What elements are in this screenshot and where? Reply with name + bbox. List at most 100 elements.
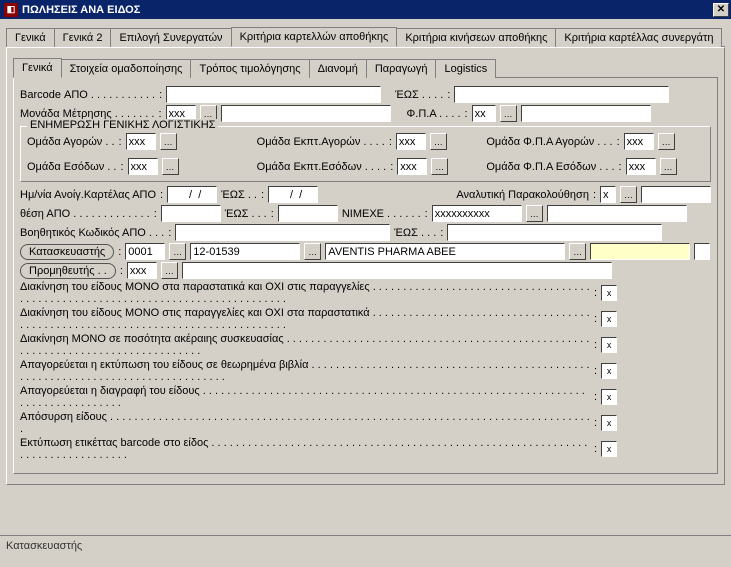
flag-value[interactable]: x <box>601 415 617 431</box>
discbuy-label: Ομάδα Εκπτ.Αγορών . . . . <box>257 136 385 148</box>
sub-tab[interactable]: Διανομή <box>309 59 367 78</box>
vatbuy-label: Ομάδα Φ.Π.Α Αγορών . . . <box>486 136 612 148</box>
statusbar: Κατασκευαστής <box>0 535 731 567</box>
colon: : <box>159 89 162 101</box>
analytic-label: Αναλυτική Παρακολούθηση <box>456 189 589 201</box>
flag-value[interactable]: x <box>601 363 617 379</box>
vat-label: Φ.Π.Α . . . . <box>407 108 461 120</box>
status-text: Κατασκευαστής <box>6 540 82 552</box>
flag-row: Διακίνηση του είδους ΜΟΝΟ στα παραστατικ… <box>20 281 711 305</box>
flag-label: Απαγορεύεται η εκτύπωση του είδους σε θε… <box>20 359 590 383</box>
flag-value[interactable]: x <box>601 441 617 457</box>
aux-to-input[interactable] <box>447 224 662 241</box>
vatsell-lookup[interactable]: … <box>660 158 677 175</box>
manuf-code2-lookup[interactable]: … <box>304 243 321 260</box>
gl-legend: ΕΝΗΜΕΡΩΣΗ ΓΕΝΙΚΗΣ ΛΟΓΙΣΤΙΚΗΣ <box>27 119 218 131</box>
gl-groupbox: ΕΝΗΜΕΡΩΣΗ ΓΕΝΙΚΗΣ ΛΟΓΙΣΤΙΚΗΣ Ομάδα Αγορώ… <box>20 126 711 182</box>
flag-row: Απόσυρση είδους . . . . . . . . . . . . … <box>20 411 711 435</box>
manuf-code2[interactable] <box>190 243 300 260</box>
manuf-flag <box>694 243 710 260</box>
sellgroup-lookup[interactable]: … <box>162 158 179 175</box>
flag-label: Απαγορεύεται η διαγραφή του είδους . . .… <box>20 385 590 409</box>
vatbuy-lookup[interactable]: … <box>658 133 675 150</box>
titlebar: ◧ ΠΩΛΗΣΕΙΣ ΑΝΑ ΕΙΔΟΣ ✕ <box>0 0 731 19</box>
supplier-lookup[interactable]: … <box>161 262 178 279</box>
flag-label: Διακίνηση του είδους ΜΟΝΟ στα παραστατικ… <box>20 281 590 305</box>
analytic-desc <box>641 186 711 203</box>
discbuy-input[interactable] <box>396 133 426 150</box>
flag-row: Απαγορεύεται η διαγραφή του είδους . . .… <box>20 385 711 409</box>
vatsell-label: Ομάδα Φ.Π.Α Εσόδων . . . <box>486 161 614 173</box>
sub-tab[interactable]: Logistics <box>435 59 496 78</box>
main-tab[interactable]: Κριτήρια καρτέλλας συνεργάτη <box>555 28 722 47</box>
manuf-name-lookup[interactable]: … <box>569 243 586 260</box>
vat-input[interactable] <box>472 105 496 122</box>
nimexe-label: NIMEXE . . . . . . <box>342 208 421 220</box>
buygroup-input[interactable] <box>126 133 156 150</box>
flag-value[interactable]: x <box>601 285 617 301</box>
sub-tab[interactable]: Στοιχεία ομαδοποίησης <box>61 59 192 78</box>
main-tab[interactable]: Κριτήρια κινήσεων αποθήκης <box>396 28 556 47</box>
unit-label: Μονάδα Μέτρησης . . . . . . . <box>20 108 154 120</box>
sellgroup-input[interactable] <box>128 158 158 175</box>
open-from-input[interactable] <box>167 186 217 203</box>
sub-tabpanel: Barcode ΑΠΟ . . . . . . . . . . . : ΈΩΣ … <box>13 78 718 474</box>
discbuy-lookup[interactable]: … <box>430 133 447 150</box>
flag-label: Απόσυρση είδους . . . . . . . . . . . . … <box>20 411 590 435</box>
buygroup-lookup[interactable]: … <box>160 133 177 150</box>
unit-desc <box>221 105 391 122</box>
pos-from-input[interactable] <box>161 205 221 222</box>
main-tab[interactable]: Γενικά <box>6 28 55 47</box>
vatsell-input[interactable] <box>626 158 656 175</box>
sub-tab[interactable]: Γενικά <box>13 58 62 78</box>
barcode-from-input[interactable] <box>166 86 381 103</box>
supplier-desc <box>182 262 612 279</box>
flag-row: Διακίνηση του είδους ΜΟΝΟ στις παραγγελί… <box>20 307 711 331</box>
analytic-lookup[interactable]: … <box>620 186 637 203</box>
app-icon: ◧ <box>4 3 18 17</box>
flag-row: Διακίνηση ΜΟΝΟ σε ποσότητα ακέραιης συσκ… <box>20 333 711 357</box>
flag-row: Απαγορεύεται η εκτύπωση του είδους σε θε… <box>20 359 711 383</box>
manufacturer-button[interactable]: Κατασκευαστής <box>20 244 114 260</box>
aux-from-input[interactable] <box>175 224 390 241</box>
manuf-code1[interactable] <box>125 243 165 260</box>
flag-value[interactable]: x <box>601 389 617 405</box>
nimexe-lookup[interactable]: … <box>526 205 543 222</box>
sub-tab[interactable]: Τρόπος τιμολόγησης <box>190 59 309 78</box>
close-button[interactable]: ✕ <box>713 3 729 17</box>
sub-tab[interactable]: Παραγωγή <box>366 59 437 78</box>
discsell-lookup[interactable]: … <box>431 158 448 175</box>
manuf-name[interactable] <box>325 243 565 260</box>
main-tab[interactable]: Κριτήρια καρτελλών αποθήκης <box>231 27 398 47</box>
flag-label: Εκτύπωση ετικέττας barcode στο είδος . .… <box>20 437 590 461</box>
open-from-label: Ημ/νία Ανοίγ.Καρτέλας ΑΠΟ <box>20 189 156 201</box>
vat-lookup-button[interactable]: … <box>500 105 517 122</box>
sub-tabstrip: ΓενικάΣτοιχεία ομαδοποίησηςΤρόπος τιμολό… <box>13 56 718 78</box>
buygroup-label: Ομάδα Αγορών . . <box>27 136 115 148</box>
vatbuy-input[interactable] <box>624 133 654 150</box>
flag-value[interactable]: x <box>601 337 617 353</box>
supplier-button[interactable]: Προμηθευτής . . <box>20 263 116 279</box>
open-to-input[interactable] <box>268 186 318 203</box>
main-tab[interactable]: Επιλογή Συνεργατών <box>110 28 231 47</box>
flag-value[interactable]: x <box>601 311 617 327</box>
supplier-code[interactable] <box>127 262 157 279</box>
flag-row: Εκτύπωση ετικέττας barcode στο είδος . .… <box>20 437 711 461</box>
pos-from-label: θέση ΑΠΟ . . . . . . . . . . . . . <box>20 208 150 220</box>
main-tabpanel: ΓενικάΣτοιχεία ομαδοποίησηςΤρόπος τιμολό… <box>6 47 725 485</box>
colon: : <box>447 89 450 101</box>
window-title: ΠΩΛΗΣΕΙΣ ΑΝΑ ΕΙΔΟΣ <box>22 4 713 16</box>
analytic-input[interactable] <box>600 186 616 203</box>
barcode-to-label: ΈΩΣ . . . . <box>395 89 443 101</box>
nimexe-input[interactable] <box>432 205 522 222</box>
main-tab[interactable]: Γενικά 2 <box>54 28 112 47</box>
barcode-to-input[interactable] <box>454 86 669 103</box>
manuf-code1-lookup[interactable]: … <box>169 243 186 260</box>
aux-to-label: ΈΩΣ . . . <box>394 227 436 239</box>
flag-label: Διακίνηση ΜΟΝΟ σε ποσότητα ακέραιης συσκ… <box>20 333 590 357</box>
main-tabstrip: ΓενικάΓενικά 2Επιλογή ΣυνεργατώνΚριτήρια… <box>6 25 725 47</box>
discsell-input[interactable] <box>397 158 427 175</box>
vat-desc <box>521 105 651 122</box>
pos-to-input[interactable] <box>278 205 338 222</box>
manuf-extra[interactable] <box>590 243 690 260</box>
